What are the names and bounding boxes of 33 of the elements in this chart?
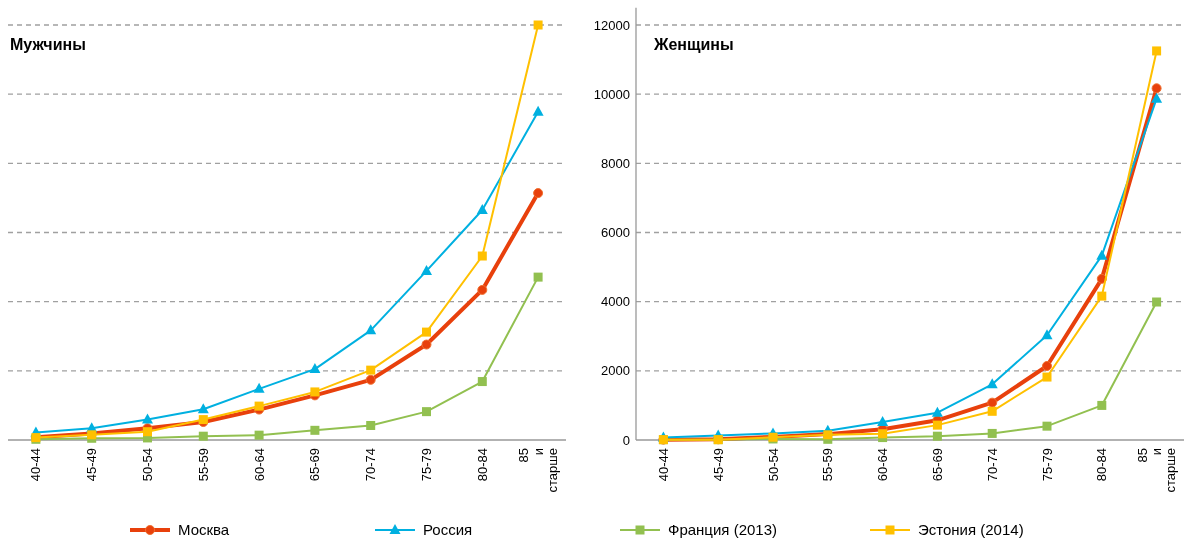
- y-tick-label: 0: [622, 432, 630, 448]
- x-tick-label: 45-49: [710, 448, 726, 482]
- y-tick-label: 8000: [601, 155, 630, 171]
- x-tick-label: 40-44: [655, 448, 671, 482]
- x-tick-label: 65-69: [929, 448, 945, 482]
- legend-label: Москва: [178, 521, 230, 539]
- y-tick-label: 4000: [601, 294, 630, 310]
- x-tick-label: 85 и старше: [1134, 448, 1179, 493]
- x-tick-label: 55-59: [820, 448, 836, 482]
- y-tick-label: 6000: [601, 225, 630, 241]
- x-tick-label: 85 и старше: [516, 448, 560, 493]
- x-tick-label: 50-54: [140, 448, 156, 482]
- x-tick-label: 45-49: [84, 448, 100, 482]
- x-tick-label: 80-84: [474, 448, 490, 482]
- x-tick-label: 65-69: [307, 448, 323, 482]
- y-tick-label: 2000: [601, 363, 630, 379]
- x-tick-label: 50-54: [765, 448, 781, 482]
- x-tick-label: 60-64: [875, 448, 891, 482]
- x-tick-label: 70-74: [363, 448, 379, 482]
- x-tick-label: 60-64: [251, 448, 267, 482]
- x-tick-label: 75-79: [1039, 448, 1055, 482]
- x-tick-label: 75-79: [419, 448, 435, 482]
- text: Мужчины: [10, 36, 86, 53]
- x-tick-label: 80-84: [1094, 448, 1110, 482]
- text: Женщины: [653, 36, 734, 53]
- x-tick-label: 55-59: [195, 448, 211, 482]
- y-tick-label: 12000: [593, 17, 630, 33]
- x-tick-label: 40-44: [28, 448, 44, 482]
- x-tick-label: 70-74: [984, 448, 1000, 482]
- legend-label: Россия: [423, 521, 473, 539]
- legend-label: Франция (2013): [668, 521, 777, 539]
- y-tick-label: 10000: [593, 86, 630, 102]
- legend-label: Эстония (2014): [918, 521, 1024, 539]
